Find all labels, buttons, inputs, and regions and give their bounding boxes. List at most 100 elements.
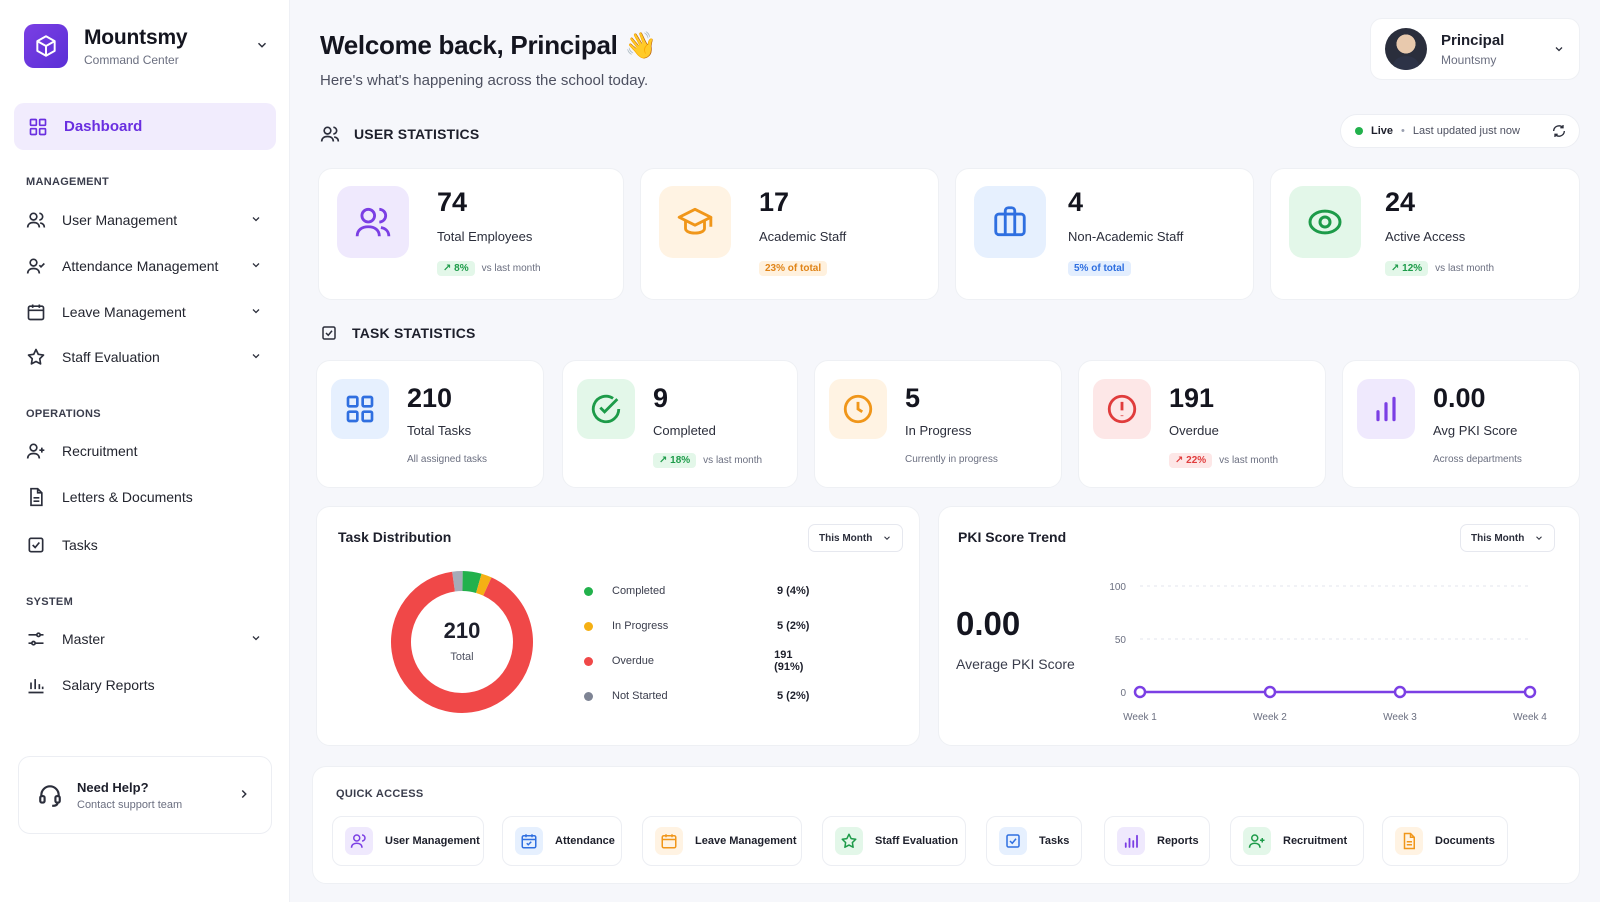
quick-access-user-management[interactable]: User Management xyxy=(332,816,484,866)
data-point[interactable] xyxy=(1393,685,1407,699)
donut-slice-overdue xyxy=(391,571,533,713)
stat-card-non-academic-staff[interactable]: 4 Non-Academic Staff 5% of total xyxy=(955,168,1254,300)
stat-label: In Progress xyxy=(905,423,972,438)
checkbox-icon xyxy=(999,827,1027,855)
sidebar-item-master[interactable]: Master xyxy=(26,624,266,654)
sidebar-item-attendance-management[interactable]: Attendance Management xyxy=(26,251,266,281)
pki-line-chart: 100 50 0 Week 1 Week 2 Week 3 Week 4 xyxy=(1109,582,1547,723)
chevron-down-icon xyxy=(252,309,260,314)
quick-access-label: Documents xyxy=(1435,835,1495,847)
stat-label: Total Employees xyxy=(437,229,533,244)
legend-name: Overdue xyxy=(611,655,655,667)
stat-value: 0.00 xyxy=(1433,383,1486,413)
separator-dot: • xyxy=(1401,125,1405,137)
data-point[interactable] xyxy=(1523,685,1537,699)
sidebar-item-salary-reports[interactable]: Salary Reports xyxy=(26,670,266,700)
period-dropdown[interactable]: This Month xyxy=(808,524,904,552)
quick-access-attendance[interactable]: Attendance xyxy=(502,816,622,866)
checkbox-icon xyxy=(322,326,336,340)
quick-access-reports[interactable]: Reports xyxy=(1104,816,1210,866)
task-distribution-donut xyxy=(391,571,533,713)
task-card-in-progress[interactable]: 5 In Progress Currently in progress xyxy=(814,360,1062,488)
stat-meta-text: vs last month xyxy=(481,263,541,274)
quick-access-label: Staff Evaluation xyxy=(875,835,959,847)
users-icon xyxy=(345,827,373,855)
sidebar-item-tasks[interactable]: Tasks xyxy=(26,530,266,560)
section-label-system: SYSTEM xyxy=(26,596,74,608)
sidebar-item-label: Attendance Management xyxy=(62,258,219,274)
sidebar-item-label: Letters & Documents xyxy=(62,489,193,505)
sidebar-item-leave-management[interactable]: Leave Management xyxy=(26,297,266,327)
x-tick-label: Week 2 xyxy=(1253,712,1287,723)
stat-meta-text: Currently in progress xyxy=(905,454,998,465)
refresh-icon[interactable] xyxy=(1551,123,1567,139)
user-check-icon xyxy=(26,258,45,274)
y-tick-label: 50 xyxy=(1115,635,1127,646)
brand[interactable]: Mountsmy Command Center xyxy=(24,24,188,68)
period-dropdown[interactable]: This Month xyxy=(1460,524,1556,552)
data-point[interactable] xyxy=(1133,685,1147,699)
quick-access-label: Attendance xyxy=(555,835,615,847)
section-heading-label: TASK STATISTICS xyxy=(352,325,476,341)
stat-card-total-employees[interactable]: 74 Total Employees ↗ 8% vs last month xyxy=(318,168,624,300)
help-card[interactable]: Need Help? Contact support team xyxy=(18,756,272,834)
legend-dot xyxy=(584,621,593,631)
share-badge: 5% of total xyxy=(1068,261,1131,276)
headset-icon xyxy=(39,785,61,807)
section-heading-task-statistics: TASK STATISTICS xyxy=(320,324,476,342)
sidebar-item-label: Recruitment xyxy=(62,443,138,459)
chevron-down-icon[interactable] xyxy=(255,38,269,52)
sidebar-item-label: Salary Reports xyxy=(62,677,155,693)
sidebar-item-dashboard[interactable]: Dashboard xyxy=(14,103,276,150)
quick-access-documents[interactable]: Documents xyxy=(1382,816,1508,866)
help-title: Need Help? xyxy=(77,779,149,795)
chevron-down-icon xyxy=(252,636,260,641)
profile-name: Principal xyxy=(1441,31,1505,49)
brand-subtitle: Command Center xyxy=(84,52,179,67)
quick-access-label: User Management xyxy=(385,835,480,847)
sidebar-item-label: Staff Evaluation xyxy=(62,349,160,365)
stat-value: 9 xyxy=(653,383,669,413)
calendar-icon xyxy=(27,304,45,321)
trend-badge: ↗ 12% xyxy=(1385,261,1429,276)
users-icon xyxy=(337,186,409,258)
alert-circle-icon xyxy=(1093,379,1151,439)
task-card-avg-pki-score[interactable]: 0.00 Avg PKI Score Across departments xyxy=(1342,360,1580,488)
legend-value: 9 (4%) xyxy=(777,585,810,597)
quick-access-staff-evaluation[interactable]: Staff Evaluation xyxy=(822,816,966,866)
stat-card-academic-staff[interactable]: 17 Academic Staff 23% of total xyxy=(640,168,939,300)
stat-value: 4 xyxy=(1068,187,1084,217)
users-icon xyxy=(26,212,46,228)
stat-label: Academic Staff xyxy=(759,229,847,244)
stat-card-active-access[interactable]: 24 Active Access ↗ 12% vs last month xyxy=(1270,168,1580,300)
chevron-down-icon xyxy=(252,263,260,268)
sidebar-item-recruitment[interactable]: Recruitment xyxy=(26,436,266,466)
legend-dot xyxy=(584,586,593,596)
stat-label: Completed xyxy=(653,423,716,438)
quick-access-tasks[interactable]: Tasks xyxy=(986,816,1082,866)
sidebar-item-staff-evaluation[interactable]: Staff Evaluation xyxy=(26,342,266,372)
legend-item-overdue: Overdue 191 (91%) xyxy=(584,649,824,673)
live-status: Live • Last updated just now xyxy=(1340,114,1580,148)
profile-menu[interactable]: Principal Mountsmy xyxy=(1370,18,1580,80)
sidebar-item-user-management[interactable]: User Management xyxy=(26,205,266,235)
brand-title: Mountsmy xyxy=(84,25,188,49)
quick-access-leave-management[interactable]: Leave Management xyxy=(642,816,802,866)
stat-meta-text: vs last month xyxy=(1219,455,1279,466)
stat-label: Active Access xyxy=(1385,229,1466,244)
task-card-total-tasks[interactable]: 210 Total Tasks All assigned tasks xyxy=(316,360,544,488)
legend-item-completed: Completed 9 (4%) xyxy=(584,583,824,599)
live-dot xyxy=(1355,127,1363,135)
task-card-completed[interactable]: 9 Completed ↗ 18% vs last month xyxy=(562,360,798,488)
task-card-overdue[interactable]: 191 Overdue ↗ 22% vs last month xyxy=(1078,360,1326,488)
grid-icon xyxy=(331,379,389,439)
sidebar-item-letters-documents[interactable]: Letters & Documents xyxy=(26,482,266,512)
sidebar-item-label: User Management xyxy=(62,212,178,228)
stat-meta: 23% of total xyxy=(759,261,834,276)
sidebar-item-label: Master xyxy=(62,631,105,647)
trend-badge: ↗ 8% xyxy=(437,261,475,276)
data-point[interactable] xyxy=(1263,685,1277,699)
trend-badge: ↗ 22% xyxy=(1169,453,1213,468)
quick-access-recruitment[interactable]: Recruitment xyxy=(1230,816,1364,866)
section-heading-user-statistics: USER STATISTICS xyxy=(320,124,479,144)
